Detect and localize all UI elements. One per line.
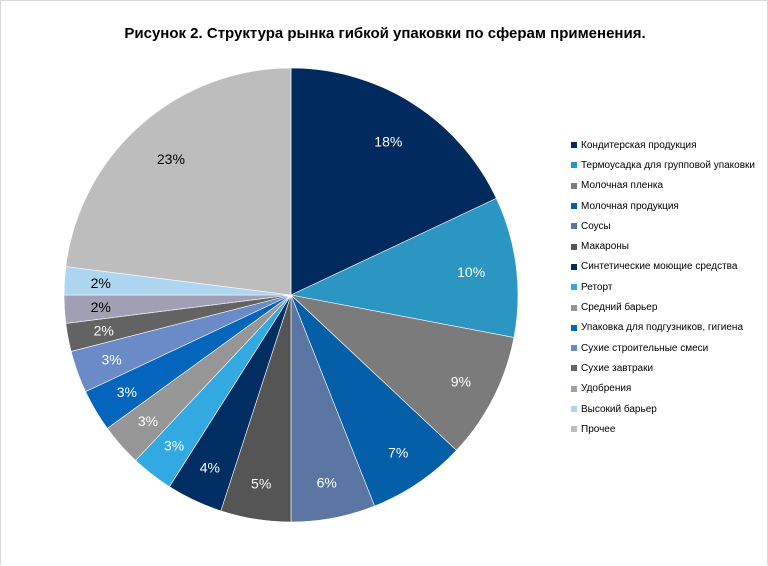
pie-slice-15 [65,67,292,296]
legend-label: Молочная продукция [581,200,679,212]
pie-slice-2 [290,197,519,338]
legend-swatch [571,426,577,433]
legend-item-2: Термоусадка для групповой упаковки [571,155,767,175]
legend-label: Реторт [581,281,613,293]
legend-swatch [571,345,577,352]
legend-item-15: Прочее [571,419,767,439]
slice-label-1: 18% [374,134,402,150]
legend-item-10: Упаковка для подгузников, гигиена [571,318,767,338]
legend-label: Упаковка для подгузников, гигиена [581,322,744,334]
legend-label: Прочее [581,423,616,435]
legend-label: Высокий барьер [581,403,657,415]
slice-label-15: 23% [157,151,185,167]
legend-swatch [571,243,577,250]
pie-slice-1 [290,67,497,296]
legend-swatch [571,223,577,230]
legend-swatch [571,385,577,392]
slice-label-11: 3% [101,352,121,368]
legend-label: Макароны [581,241,629,253]
legend-label: Соусы [581,220,611,232]
legend-item-3: Молочная пленка [571,176,767,196]
legend-swatch [571,182,577,189]
slice-label-9: 3% [138,413,158,429]
slice-label-2: 10% [457,264,485,280]
legend-label: Сухие строительные смеси [581,342,709,354]
legend-item-14: Высокий барьер [571,399,767,419]
legend-label: Сухие завтраки [581,362,654,374]
legend-swatch [571,263,577,270]
legend-swatch [571,304,577,311]
legend-swatch [571,324,577,331]
legend-label: Удобрения [581,383,632,395]
legend-swatch [571,365,577,372]
slice-label-12: 2% [94,323,114,339]
legend-item-5: Соусы [571,216,767,236]
legend-label: Термоусадка для групповой упаковки [581,159,755,171]
legend-item-1: Кондитерская продукция [571,135,767,155]
legend-swatch [571,162,577,169]
legend-item-9: Средний барьер [571,297,767,317]
pie-slice-3 [290,294,515,451]
slice-label-10: 3% [117,384,137,400]
legend-swatch [571,284,577,291]
legend-swatch [571,203,577,210]
slice-label-13: 2% [91,299,111,315]
legend-swatch [571,406,577,412]
legend-item-11: Сухие строительные смеси [571,338,767,358]
slice-label-8: 3% [164,438,184,454]
slice-label-14: 2% [91,275,111,291]
slice-label-4: 7% [388,445,408,461]
chart-title: Рисунок 2. Структура рынка гибкой упаков… [124,25,646,42]
legend-swatch [571,142,577,149]
legend-item-12: Сухие завтраки [571,358,767,378]
slice-label-3: 9% [451,374,471,390]
legend-item-4: Молочная продукция [571,196,767,216]
legend-label: Кондитерская продукция [581,139,697,151]
slice-label-7: 4% [200,460,220,476]
chart-legend: Кондитерская продукция Термоусадка для гр… [571,135,767,439]
legend-label: Синтетические моющие средства [581,261,738,273]
legend-item-8: Реторт [571,277,767,297]
legend-label: Молочная пленка [581,180,664,192]
legend-item-13: Удобрения [571,379,767,399]
legend-item-7: Синтетические моющие средства [571,257,767,277]
legend-item-6: Макароны [571,236,767,256]
slice-label-6: 5% [251,475,271,491]
legend-label: Средний барьер [581,302,658,314]
slice-label-5: 6% [317,474,337,490]
